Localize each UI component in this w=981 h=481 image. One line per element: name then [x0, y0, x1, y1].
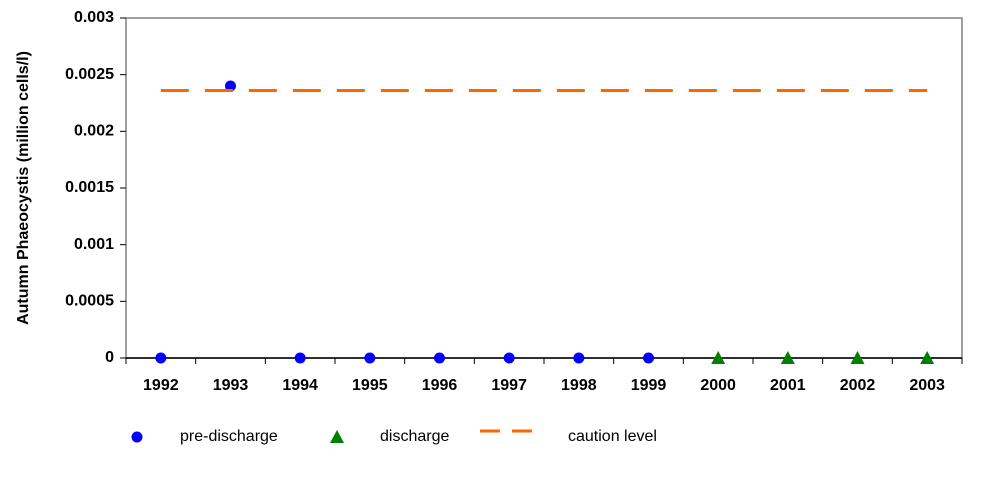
x-tick-label: 1995	[352, 377, 388, 394]
y-tick-label: 0.0025	[65, 66, 114, 83]
data-point	[780, 351, 795, 364]
plot-area	[125, 17, 963, 359]
x-tick-label: 1999	[631, 377, 667, 394]
data-point	[364, 352, 376, 364]
data-point	[711, 351, 726, 364]
data-point	[850, 351, 865, 364]
y-tick-label: 0.0005	[65, 293, 114, 310]
x-tick-label: 1993	[213, 377, 249, 394]
x-tick-label: 1994	[282, 377, 318, 394]
y-tick-label: 0	[105, 349, 114, 366]
data-point	[225, 80, 236, 92]
y-tick-label: 0.003	[74, 9, 114, 26]
x-tick-label: 1992	[143, 377, 179, 394]
legend-label: discharge	[380, 428, 449, 445]
x-tick-label: 2003	[909, 377, 945, 394]
x-tick-label: 2000	[700, 377, 736, 394]
x-tick-label: 1997	[491, 377, 527, 394]
legend-label: pre-discharge	[180, 428, 278, 445]
legend-swatch	[330, 430, 344, 443]
y-axis-label: Autumn Phaeocystis (million cells/l)	[15, 51, 32, 325]
data-point	[920, 351, 935, 364]
data-point	[155, 352, 167, 364]
legend-swatch	[131, 431, 143, 443]
x-tick-label: 2001	[770, 377, 806, 394]
x-tick-label: 1998	[561, 377, 597, 394]
y-tick-label: 0.002	[74, 123, 114, 140]
data-point	[294, 352, 306, 364]
legend-label: caution level	[568, 428, 657, 445]
data-point	[503, 352, 515, 364]
x-tick-label: 2002	[840, 377, 876, 394]
x-tick-label: 1996	[422, 377, 458, 394]
y-tick-label: 0.0015	[65, 179, 114, 196]
data-point	[643, 352, 654, 364]
data-point	[434, 352, 445, 364]
data-point	[573, 352, 585, 364]
y-tick-label: 0.001	[74, 236, 114, 253]
